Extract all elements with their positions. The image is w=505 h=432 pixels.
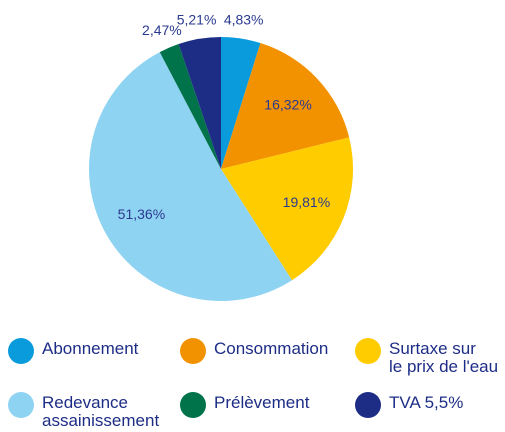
value-label: 51,36% <box>118 206 165 222</box>
legend-label: Consommation <box>214 339 329 358</box>
value-label: 5,21% <box>177 12 217 28</box>
legend-swatch <box>355 392 381 418</box>
legend-item: Consommation <box>180 338 328 364</box>
value-label: 16,32% <box>264 97 311 113</box>
legend-swatch <box>8 392 34 418</box>
value-label: 19,81% <box>283 194 330 210</box>
pie-slice <box>221 43 350 169</box>
legend-swatch <box>180 338 206 364</box>
value-label: 4,83% <box>224 11 264 27</box>
legend-item: TVA 5,5% <box>355 392 463 418</box>
pie-slice <box>221 137 353 281</box>
legend-label: Prélèvement <box>214 393 310 412</box>
pie-slice <box>159 44 221 169</box>
legend-swatch <box>180 392 206 418</box>
pie-slice <box>221 37 261 169</box>
value-label: 2,47% <box>142 22 182 38</box>
legend-label: TVA 5,5% <box>389 393 464 412</box>
pie-slice <box>89 52 293 301</box>
legend-label: Abonnement <box>42 339 139 358</box>
legend-item: Abonnement <box>8 338 138 364</box>
pie-chart: 4,83% 16,32% 19,81% 51,36% 2,47%5,21% <box>89 11 353 301</box>
legend-item: Surtaxe sur le prix de l'eau <box>355 338 498 376</box>
pie-slice <box>178 37 221 169</box>
legend-label: Surtaxe sur le prix de l'eau <box>389 339 499 376</box>
legend-item: Prélèvement <box>180 392 309 418</box>
legend-label: Redevance assainissement <box>42 393 160 430</box>
legend-swatch <box>355 338 381 364</box>
legend-swatch <box>8 338 34 364</box>
legend-item: Redevance assainissement <box>8 392 159 430</box>
